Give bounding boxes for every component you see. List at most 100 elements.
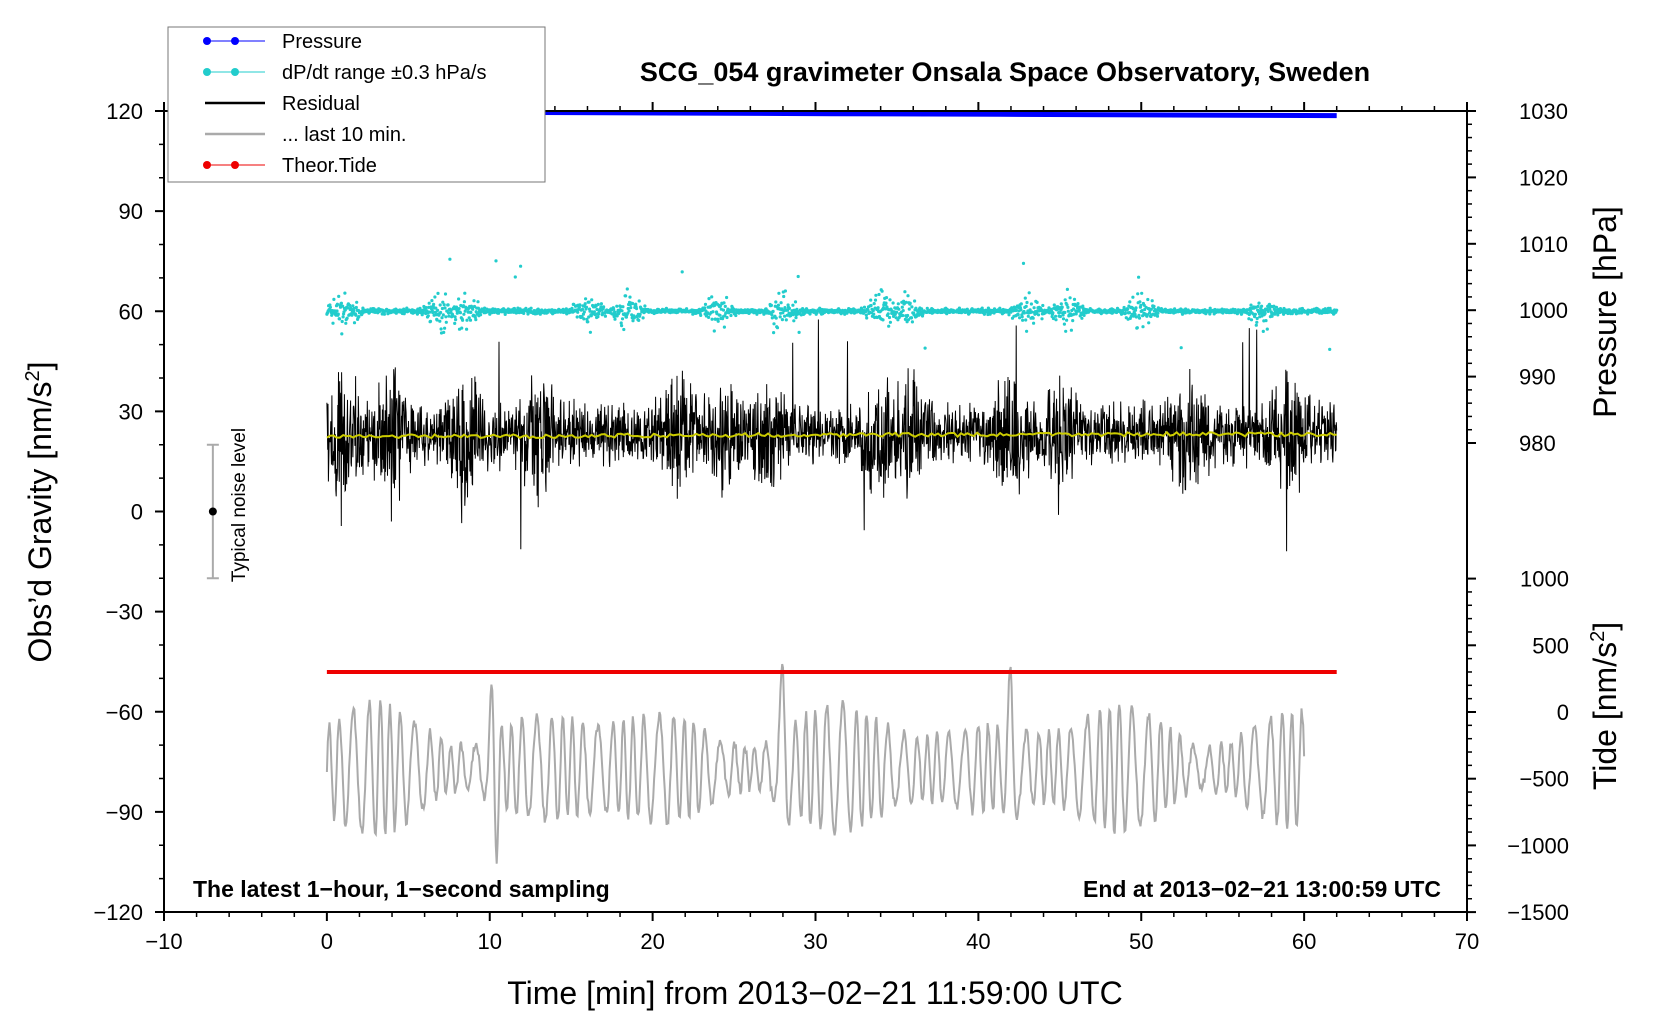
- dpdt-point: [343, 308, 347, 312]
- dpdt-point: [722, 325, 727, 329]
- dpdt-point: [474, 318, 478, 322]
- dpdt-point: [628, 295, 632, 299]
- dpdt-point: [783, 314, 787, 318]
- y-tick-label-pressure: 1020: [1519, 165, 1568, 190]
- x-tick-label: 70: [1455, 929, 1479, 954]
- noise-indicator: Typical noise level: [206, 428, 250, 582]
- dpdt-point: [887, 315, 892, 320]
- dpdt-point: [335, 302, 339, 306]
- dpdt-point: [1010, 306, 1014, 310]
- x-tick-label: 60: [1292, 929, 1316, 954]
- y-axis-title-left-text: Obs’d Gravity [nm/s: [22, 382, 58, 663]
- dpdt-point: [580, 307, 585, 311]
- dpdt-point: [345, 306, 350, 310]
- dpdt-point: [1021, 318, 1025, 322]
- dpdt-point: [877, 292, 881, 297]
- dpdt-point: [783, 289, 788, 293]
- dpdt-point: [1138, 300, 1142, 304]
- dpdt-point: [602, 305, 606, 309]
- dpdt-point: [916, 309, 920, 313]
- dpdt-point: [871, 308, 875, 313]
- dpdt-point: [1128, 300, 1132, 304]
- dpdt-point: [643, 304, 647, 308]
- dpdt-point: [592, 310, 597, 314]
- dpdt-point: [874, 293, 878, 297]
- dpdt-point: [1256, 304, 1260, 308]
- dpdt-point: [340, 332, 344, 336]
- dpdt-point: [1020, 315, 1024, 319]
- dpdt-point: [923, 346, 927, 350]
- dpdt-point: [447, 314, 451, 318]
- dpdt-point: [980, 306, 984, 310]
- legend-label: Residual: [282, 93, 360, 115]
- legend-swatch-dot: [231, 161, 239, 169]
- dpdt-point: [468, 318, 473, 322]
- dpdt-point: [793, 300, 798, 304]
- dpdt-point: [341, 315, 345, 319]
- dpdt-point: [1274, 305, 1279, 309]
- dpdt-point: [1032, 306, 1036, 310]
- dpdt-point: [418, 306, 422, 310]
- dpdt-point: [1141, 314, 1145, 318]
- y-tick-label-pressure: 980: [1519, 431, 1556, 456]
- dpdt-point: [1036, 313, 1041, 317]
- dpdt-point: [432, 302, 436, 306]
- dpdt-point: [1255, 316, 1259, 321]
- dpdt-point: [586, 320, 590, 324]
- dpdt-point: [433, 295, 437, 299]
- dpdt-point: [769, 303, 774, 307]
- dpdt-point: [465, 318, 469, 322]
- dpdt-point: [913, 299, 917, 303]
- y-tick-label-left: −60: [106, 700, 143, 725]
- dpdt-point: [908, 301, 912, 305]
- dpdt-point: [1076, 302, 1080, 306]
- dpdt-point: [1272, 304, 1276, 308]
- dpdt-point: [1240, 311, 1244, 315]
- dpdt-point: [471, 307, 475, 311]
- dpdt-point: [444, 320, 448, 324]
- dpdt-point: [433, 310, 437, 314]
- dpdt-point: [472, 299, 476, 303]
- y-tick-label-left: −120: [93, 900, 143, 925]
- dpdt-point: [772, 322, 776, 326]
- dpdt-point: [712, 329, 716, 333]
- dpdt-point: [519, 264, 523, 268]
- y-axis-title-tide-text: Tide [nm/s: [1587, 642, 1623, 790]
- dpdt-point: [1026, 314, 1030, 318]
- dpdt-point: [1023, 296, 1027, 300]
- dpdt-point: [725, 295, 729, 300]
- dpdt-point: [1270, 314, 1274, 318]
- dpdt-point: [1081, 304, 1085, 308]
- dpdt-point: [1268, 307, 1272, 311]
- dpdt-point: [1072, 307, 1076, 311]
- dpdt-point: [427, 301, 431, 305]
- dpdt-point: [1064, 329, 1068, 333]
- dpdt-point: [352, 309, 356, 313]
- dpdt-point: [469, 310, 473, 314]
- dpdt-point: [637, 299, 641, 303]
- dpdt-point: [634, 302, 638, 306]
- y-tick-label-pressure: 1030: [1519, 99, 1568, 124]
- dpdt-point: [351, 304, 355, 308]
- dpdt-point: [1137, 316, 1142, 320]
- dpdt-point: [1060, 305, 1064, 309]
- dpdt-point: [1266, 309, 1270, 313]
- dpdt-point: [1065, 303, 1069, 307]
- dpdt-point: [716, 319, 720, 323]
- dpdt-point: [1233, 308, 1237, 312]
- dpdt-point: [808, 312, 812, 316]
- dpdt-point: [1025, 329, 1029, 333]
- dpdt-point: [872, 312, 876, 316]
- dpdt-point: [624, 294, 628, 298]
- dpdt-point: [779, 301, 783, 305]
- dpdt-point: [582, 317, 586, 321]
- dpdt-point: [772, 331, 776, 335]
- dpdt-point: [723, 314, 727, 318]
- dpdt-point: [714, 317, 718, 321]
- dpdt-point: [1068, 296, 1072, 300]
- dpdt-point: [1249, 303, 1253, 307]
- legend-swatch-dot: [203, 37, 211, 45]
- dpdt-point: [1148, 311, 1152, 315]
- legend-box: [167, 26, 546, 183]
